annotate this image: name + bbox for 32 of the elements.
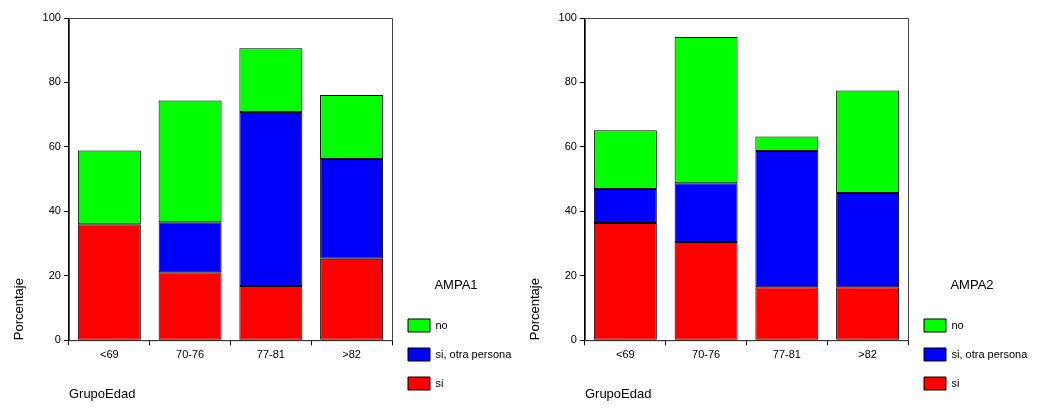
y-tick-label: 100 — [42, 11, 61, 24]
y-tick-label: 0 — [54, 333, 61, 346]
y-tick-label: 80 — [564, 75, 577, 88]
x-tick-label: <69 — [616, 347, 635, 360]
x-axis-title: GrupoEdad — [68, 385, 136, 401]
legend-title: AMPA2 — [950, 277, 994, 293]
x-tick-label: 77-81 — [256, 347, 285, 360]
legend-label: no — [435, 318, 448, 331]
legend-label: si — [435, 376, 444, 389]
legend-label: si, otra persona — [435, 347, 513, 360]
y-tick-label: 20 — [564, 268, 577, 281]
y-tick-label: 80 — [48, 75, 61, 88]
y-axis-title: Porcentaje — [527, 278, 543, 341]
legend-title: AMPA1 — [434, 277, 478, 293]
x-tick-label: 70-76 — [176, 347, 205, 360]
x-tick-label: 77-81 — [772, 347, 801, 360]
y-tick-label: 0 — [570, 333, 577, 346]
y-tick-label: 60 — [564, 139, 577, 152]
y-tick-label: 40 — [48, 204, 61, 217]
x-tick-label: >82 — [858, 347, 877, 360]
x-tick-label: >82 — [342, 347, 361, 360]
y-tick-label: 20 — [48, 268, 61, 281]
x-tick-label: 70-76 — [692, 347, 721, 360]
legend-label: si — [951, 376, 960, 389]
y-tick-label: 40 — [564, 204, 577, 217]
x-tick-label: <69 — [100, 347, 119, 360]
x-axis-title: GrupoEdad — [584, 385, 652, 401]
y-tick-label: 100 — [558, 11, 577, 24]
y-axis-title: Porcentaje — [11, 278, 27, 341]
legend-label: no — [951, 318, 964, 331]
legend-label: si, otra persona — [951, 347, 1029, 360]
y-tick-label: 60 — [48, 139, 61, 152]
